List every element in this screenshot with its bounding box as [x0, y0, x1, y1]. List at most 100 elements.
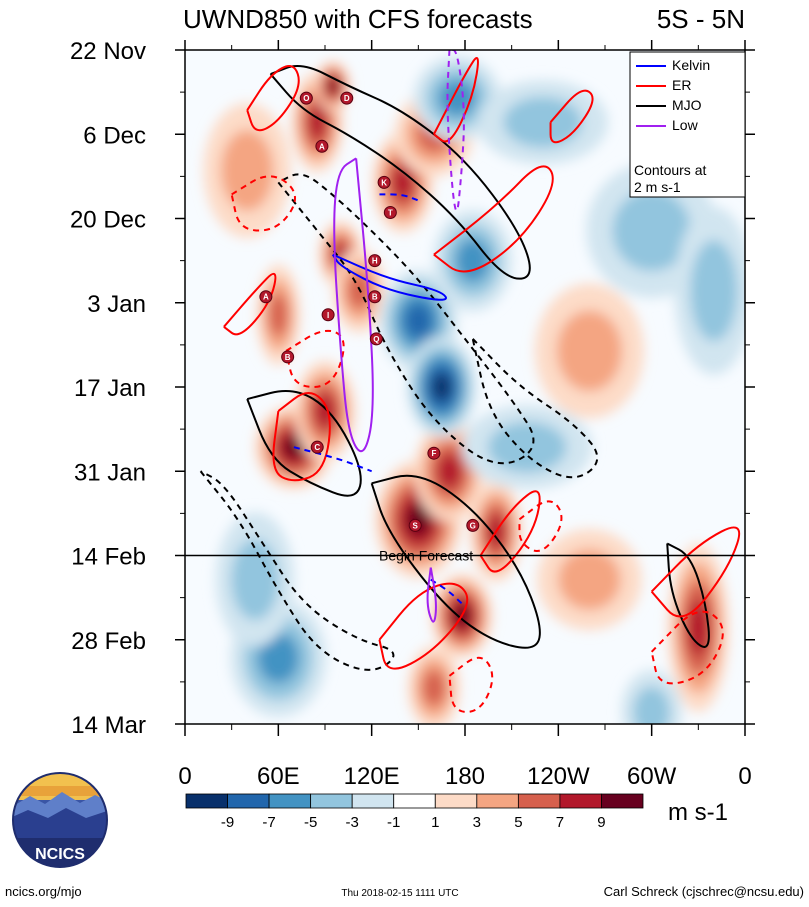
phase-marker-13 — [408, 518, 422, 532]
anomaly-blob-2-3 — [308, 105, 326, 140]
phase-marker-label-6: A — [263, 293, 269, 302]
phase-marker-layer: O D A K T H A B I Q B C F S G — [259, 91, 480, 532]
er-contour-13 — [518, 500, 563, 552]
chart-region: 5S - 5N — [657, 4, 745, 34]
y-tick-label-5: 31 Jan — [74, 459, 146, 486]
footer-site: ncics.org/mjo — [5, 884, 82, 899]
anomaly-blob-6-4 — [283, 435, 305, 459]
colorbar-swatch-9 — [559, 793, 602, 809]
colorbar: -9 -7 -5 -3 -1 1 3 5 7 9 — [185, 793, 644, 831]
legend-label-mjo: MJO — [672, 97, 702, 113]
er-contour-8 — [549, 89, 594, 144]
phase-marker-label-7: B — [372, 293, 378, 302]
anomaly-blob-21-1 — [231, 539, 279, 621]
colorbar-label-5: 1 — [431, 814, 439, 831]
colorbar-swatch-3 — [310, 793, 353, 809]
er-contour-3 — [223, 272, 277, 336]
colorbar-swatch-7 — [476, 793, 519, 809]
phase-marker-11 — [310, 440, 324, 454]
colorbar-label-2: -5 — [304, 814, 317, 831]
anomaly-blob-16-4 — [432, 373, 452, 401]
y-tick-label-4: 17 Jan — [74, 375, 146, 402]
kelvin-contour-0 — [331, 253, 447, 301]
anomaly-blob-3-4 — [328, 79, 338, 94]
kelvin-contour-2 — [379, 193, 419, 202]
er-contour-11 — [448, 656, 494, 713]
colorbar-swatch-10 — [601, 793, 644, 809]
phase-marker-label-4: T — [388, 208, 393, 217]
x-tick-label-3: 180 — [445, 763, 485, 790]
y-tick-label-3: 3 Jan — [87, 291, 146, 318]
colorbar-swatch-6 — [434, 793, 478, 809]
phase-marker-6 — [259, 290, 273, 304]
anomaly-blob-9-3 — [437, 454, 462, 489]
y-tick-label-8: 14 Mar — [71, 712, 146, 739]
phase-marker-14 — [466, 518, 480, 532]
footer-author: Carl Schreck (cjschrec@ncsu.edu) — [604, 884, 804, 899]
x-tick-label-0: 0 — [178, 763, 191, 790]
y-axis-labels: 22 Nov 6 Dec 20 Dec 3 Jan 17 Jan 31 Jan 14 Feb… — [70, 38, 146, 739]
phase-marker-8 — [321, 308, 335, 322]
anomaly-blob-14-2 — [269, 293, 288, 337]
legend-label-low: Low — [672, 117, 699, 133]
phase-marker-10 — [281, 350, 295, 364]
low-contour-0 — [333, 157, 374, 453]
anomaly-blob-4-3 — [392, 165, 413, 200]
x-tick-label-2: 120E — [344, 763, 400, 790]
y-tick-label-7: 28 Feb — [71, 628, 146, 655]
kelvin-contour-3 — [430, 578, 463, 605]
anomaly-blob-7-3 — [314, 394, 336, 428]
y-tick-label-1: 6 Dec — [83, 122, 146, 149]
logo-text: NCICS — [35, 846, 85, 863]
y-tick-label-0: 22 Nov — [70, 38, 146, 65]
mjo-contour-1 — [246, 390, 362, 497]
low-contour-2 — [426, 567, 437, 623]
phase-marker-label-3: K — [381, 178, 387, 187]
er-contour-4 — [272, 392, 331, 482]
er-contour-6 — [650, 526, 741, 618]
colorbar-swatch-5 — [393, 793, 436, 809]
chart-title: UWND850 with CFS forecasts — [183, 4, 533, 34]
phase-marker-label-1: D — [344, 94, 350, 103]
forecast-label: Begin Forecast — [379, 548, 473, 564]
er-contour-9 — [230, 175, 296, 232]
colorbar-label-6: 3 — [473, 814, 481, 831]
anomaly-blob-13-2 — [422, 669, 446, 706]
mjo-contour-0 — [269, 65, 531, 280]
footer-timestamp: Thu 2018-02-15 1111 UTC — [341, 888, 458, 899]
legend-label-kelvin: Kelvin — [672, 57, 710, 73]
colorbar-swatch-0 — [185, 793, 228, 809]
y-tick-label-6: 14 Feb — [71, 544, 146, 571]
anomaly-blob-26-1 — [558, 549, 621, 610]
er-contour-5 — [479, 490, 541, 573]
phase-marker-1 — [340, 91, 354, 105]
colorbar-label-4: -1 — [387, 814, 400, 831]
anomaly-blob-28-1 — [556, 310, 623, 392]
legend: Kelvin ER MJO Low Contours at 2 m s-1 — [629, 51, 746, 198]
phase-marker-label-14: G — [470, 521, 476, 530]
colorbar-swatch-1 — [227, 793, 270, 809]
colorbar-swatch-4 — [351, 793, 395, 809]
phase-marker-12 — [427, 446, 441, 460]
anomaly-blob-27-1 — [221, 129, 274, 211]
phase-marker-2 — [315, 139, 329, 153]
anomaly-blob-19-1 — [503, 96, 582, 148]
colorbar-label-0: -9 — [221, 814, 234, 831]
x-tick-label-5: 60W — [627, 763, 677, 790]
mjo-contour-4 — [277, 173, 535, 465]
phase-marker-label-0: O — [303, 94, 309, 103]
phase-marker-label-5: H — [372, 257, 378, 266]
y-tick-label-2: 20 Dec — [70, 207, 146, 234]
x-tick-label-4: 120W — [527, 763, 590, 790]
phase-marker-label-13: S — [413, 521, 419, 530]
legend-label-er: ER — [672, 77, 691, 93]
anomaly-blob-15-3 — [405, 303, 432, 338]
phase-marker-5 — [368, 254, 382, 268]
colorbar-label-8: 7 — [556, 814, 564, 831]
ncics-logo: NCICS — [12, 772, 108, 868]
mjo-contour-6 — [471, 338, 599, 479]
phase-marker-label-8: I — [327, 311, 329, 320]
colorbar-swatch-2 — [268, 793, 312, 809]
er-contour-0 — [246, 65, 300, 132]
